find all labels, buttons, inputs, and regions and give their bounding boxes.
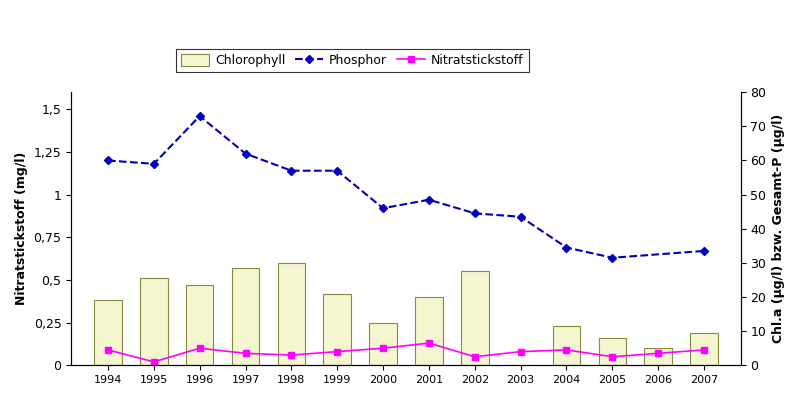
Bar (232, 268, 259, 365)
Bar (278, 263, 305, 365)
Legend: Chlorophyll, Phosphor, Nitratstickstoff: Chlorophyll, Phosphor, Nitratstickstoff (176, 49, 529, 72)
Bar (690, 333, 718, 365)
Bar (140, 278, 167, 365)
Bar (553, 326, 580, 365)
Bar (94, 300, 122, 365)
Bar (461, 272, 489, 365)
Bar (370, 323, 397, 365)
Bar (645, 348, 672, 365)
Bar (186, 285, 214, 365)
Y-axis label: Chl.a (µg/l) bzw. Gesamt-P (µg/l): Chl.a (µg/l) bzw. Gesamt-P (µg/l) (772, 114, 785, 343)
Bar (598, 338, 626, 365)
Y-axis label: Nitratstickstoff (mg/l): Nitratstickstoff (mg/l) (15, 152, 28, 306)
Bar (323, 294, 351, 365)
Bar (415, 297, 442, 365)
